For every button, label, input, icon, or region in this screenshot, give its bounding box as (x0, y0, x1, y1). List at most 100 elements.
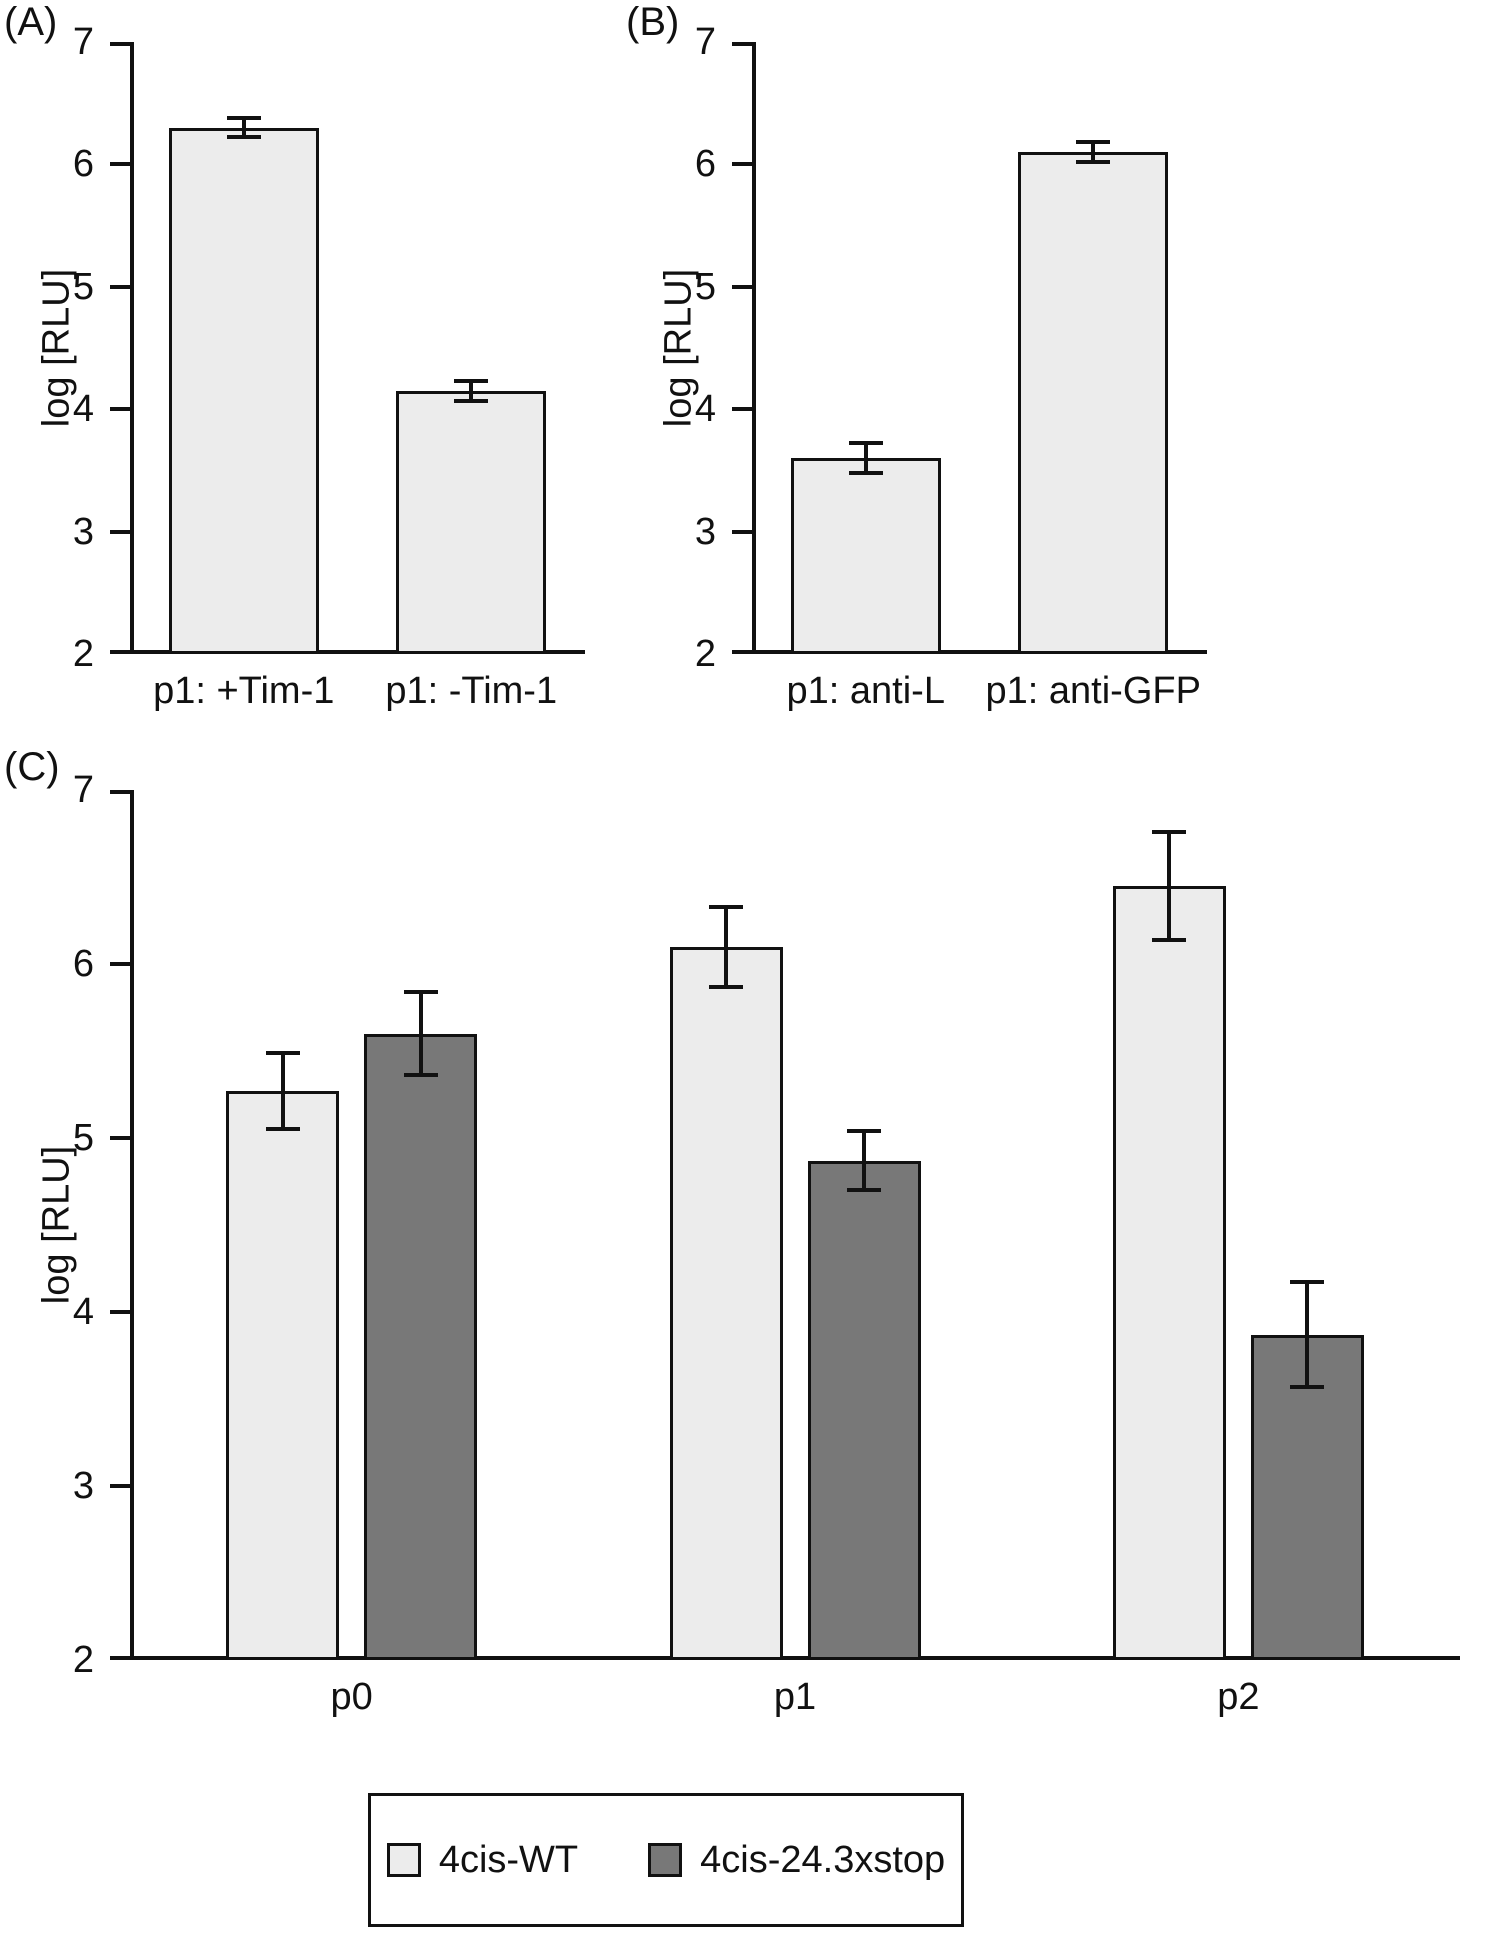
y-tick-label: 5 (72, 1117, 94, 1159)
y-tick-mark (110, 42, 130, 46)
panel-b-plot-area: 2 3 4 5 6 7 p1: anti-L p1: anti-GFP (695, 23, 1207, 712)
x-axis-line (752, 650, 1207, 654)
y-tick-mark (732, 529, 752, 534)
error-bar-cap-top (848, 441, 883, 446)
y-tick-label: 3 (694, 510, 716, 553)
legend: 4cis-WT 4cis-24.3xstop (368, 1793, 964, 1927)
error-bar-line (418, 991, 423, 1076)
legend-swatch (386, 1843, 421, 1877)
y-tick-mark (110, 529, 130, 534)
error-bar-cap-bottom (1290, 1384, 1325, 1389)
category-label: p1: +Tim-1 (153, 670, 335, 712)
category-label: p1: anti-GFP (985, 670, 1201, 712)
error-bar-line (724, 906, 728, 987)
category-label: p1: -Tim-1 (385, 670, 558, 712)
y-tick-mark (732, 42, 752, 46)
category-label: p1 (773, 1676, 817, 1718)
y-tick-mark (110, 162, 130, 167)
x-axis-line (130, 650, 585, 654)
error-bar-line (862, 1131, 866, 1191)
bar (364, 1033, 478, 1660)
y-tick-label: 3 (72, 1465, 94, 1507)
bar (168, 127, 319, 654)
x-axis-line (130, 1656, 1460, 1660)
error-bar-cap-top (1152, 829, 1187, 834)
y-tick-mark (110, 284, 130, 289)
legend-swatch (648, 1843, 683, 1877)
error-bar-cap-top (709, 904, 743, 909)
y-tick-mark (110, 790, 130, 794)
bar (396, 390, 547, 654)
category-label: p0 (330, 1676, 373, 1718)
y-tick-label: 5 (694, 265, 716, 308)
y-tick-label: 4 (72, 1291, 94, 1333)
y-tick-label: 2 (72, 1639, 94, 1681)
error-bar-cap-bottom (265, 1127, 300, 1132)
y-tick-label: 7 (72, 769, 94, 811)
error-bar-cap-bottom (403, 1073, 438, 1078)
bar (226, 1091, 340, 1660)
error-bar-cap-bottom (709, 984, 743, 989)
error-bar-line (1305, 1282, 1310, 1387)
panel-b-label: (B) (626, 0, 680, 44)
error-bar-cap-bottom (1076, 159, 1111, 164)
panel-a: (A) log [RLU] 2 3 4 5 6 7 p1: +Tim-1 p1: -Tim-1 (0, 0, 630, 745)
bar (669, 946, 783, 1660)
panel-a-plot-area: 2 3 4 5 6 7 p1: +Tim-1 p1: -Tim-1 (73, 23, 585, 712)
error-bar-line (1091, 142, 1096, 162)
bar (807, 1160, 921, 1660)
legend-entry: 4cis-WT (386, 1838, 579, 1882)
y-tick-label: 5 (72, 265, 94, 308)
error-bar-cap-top (403, 989, 438, 994)
y-tick-mark (732, 407, 752, 412)
y-tick-mark (732, 284, 752, 289)
panel-a-label: (A) (4, 0, 58, 44)
error-bar-cap-top (265, 1050, 300, 1055)
error-bar-line (863, 443, 868, 473)
error-bar-cap-bottom (454, 398, 489, 403)
legend-label: 4cis-WT (438, 1838, 579, 1881)
panel-c-y-axis-title: log [RLU] (35, 1145, 78, 1305)
error-bar-cap-top (1076, 140, 1111, 145)
y-tick-label: 7 (694, 21, 716, 63)
category-label: p2 (1217, 1676, 1260, 1718)
error-bar-cap-top (847, 1129, 881, 1134)
y-tick-label: 2 (694, 633, 716, 675)
y-tick-mark (110, 1310, 130, 1314)
panel-c: (C) log [RLU] 2 3 4 5 6 7 p0 p1 p2 4cis-WT 4cis-2… (0, 745, 1500, 1936)
y-axis-line (130, 790, 134, 1660)
panel-b: (B) log [RLU] 2 3 4 5 6 7 p1: anti-L p1: anti-G… (622, 0, 1262, 745)
y-tick-mark (110, 1656, 130, 1660)
y-axis-line (130, 42, 134, 654)
error-bar-cap-top (226, 115, 261, 120)
y-tick-mark (110, 1136, 130, 1140)
y-tick-label: 7 (72, 21, 94, 63)
y-tick-mark (110, 407, 130, 412)
y-tick-label: 4 (72, 388, 94, 431)
bar (790, 458, 941, 654)
panel-c-label: (C) (4, 745, 60, 789)
y-axis-line (752, 42, 756, 654)
error-bar-cap-bottom (226, 135, 261, 140)
y-tick-mark (110, 650, 130, 654)
y-tick-label: 6 (72, 143, 94, 186)
panel-c-plot-area: 2 3 4 5 6 7 p0 p1 p2 (73, 771, 1460, 1718)
error-bar-cap-bottom (1152, 937, 1187, 942)
y-tick-label: 6 (694, 143, 716, 186)
legend-label: 4cis-24.3xstop (700, 1838, 946, 1881)
y-tick-mark (732, 650, 752, 654)
error-bar-line (1167, 831, 1172, 940)
error-bar-cap-bottom (848, 470, 883, 475)
bar (1112, 885, 1226, 1660)
y-tick-mark (110, 1484, 130, 1488)
y-tick-label: 3 (72, 510, 94, 553)
y-tick-label: 6 (72, 943, 94, 985)
error-bar-line (280, 1052, 285, 1130)
category-label: p1: anti-L (786, 670, 945, 712)
bar (1018, 152, 1169, 654)
legend-entry: 4cis-24.3xstop (648, 1839, 945, 1882)
y-tick-mark (110, 962, 130, 966)
y-tick-label: 2 (72, 633, 94, 675)
error-bar-line (241, 117, 246, 138)
